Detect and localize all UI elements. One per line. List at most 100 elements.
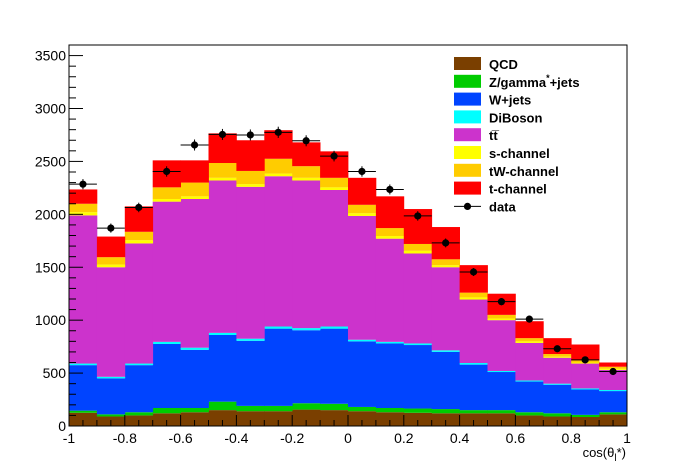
bar-t-channel-1 (96, 236, 126, 258)
bar-diboson-3 (152, 341, 181, 344)
bar-w-jets-3 (152, 343, 181, 409)
bar-diboson-11 (375, 341, 405, 344)
bar-tw-channel-9 (320, 177, 349, 188)
data-point-13 (442, 239, 450, 247)
data-layer (69, 126, 627, 376)
bar-w-jets-2 (124, 365, 154, 413)
bar-z-gamma-jets-1 (96, 414, 126, 417)
y-tick-label-0: 0 (58, 418, 66, 434)
bar-tt--7 (264, 176, 293, 327)
bar-z-gamma-jets-19 (599, 412, 628, 415)
y-tick-label-4: 2000 (35, 206, 66, 222)
bar-tt--11 (375, 238, 405, 342)
bar-diboson-7 (264, 326, 293, 329)
bar-s-channel-17 (543, 356, 572, 358)
bar-tt--5 (208, 180, 237, 333)
legend-label-3: DiBoson (489, 110, 543, 125)
y-tick-label-6: 3000 (35, 101, 66, 117)
bar-w-jets-10 (348, 341, 377, 407)
bar-s-channel-11 (375, 236, 405, 239)
bar-z-gamma-jets-2 (124, 412, 154, 416)
bar-diboson-4 (180, 347, 209, 350)
bar-qcd-4 (180, 412, 209, 426)
bar-tt--19 (599, 369, 628, 391)
bar-z-gamma-jets-12 (403, 408, 433, 413)
bar-w-jets-13 (431, 351, 460, 410)
bar-z-gamma-jets-7 (264, 405, 293, 412)
bar-z-gamma-jets-18 (571, 414, 600, 418)
bar-w-jets-0 (69, 365, 98, 411)
bar-z-gamma-jets-9 (320, 403, 349, 411)
bar-t-channel-11 (375, 196, 405, 229)
legend-label-7: t-channel (489, 182, 547, 197)
x-tick-label-3: -0.4 (224, 430, 248, 446)
data-point-15 (497, 298, 506, 306)
legend-label-4: tt̅ (489, 128, 499, 143)
bar-tt--9 (320, 189, 349, 327)
data-point-5 (218, 130, 227, 139)
x-tick-label-9: 0.8 (561, 430, 581, 446)
bar-diboson-16 (515, 380, 544, 382)
bar-s-channel-6 (236, 184, 265, 187)
bar-tw-channel-13 (431, 259, 460, 266)
bar-diboson-15 (487, 370, 516, 373)
bar-qcd-5 (208, 410, 237, 426)
legend-label-superscript: * (546, 73, 550, 83)
bar-s-channel-0 (69, 212, 98, 216)
y-tick-label-3: 1500 (35, 259, 66, 275)
bar-z-gamma-jets-16 (515, 412, 544, 416)
data-point-19 (609, 367, 617, 376)
bar-tw-channel-3 (152, 187, 181, 199)
bar-diboson-2 (124, 363, 154, 366)
data-point-10 (358, 167, 366, 176)
bar-w-jets-6 (236, 340, 265, 406)
bar-s-channel-1 (96, 264, 126, 268)
bar-w-jets-14 (459, 364, 488, 411)
data-point-0 (79, 180, 87, 188)
bar-tw-channel-0 (69, 203, 98, 213)
bar-diboson-5 (208, 332, 237, 335)
bar-w-jets-11 (375, 343, 405, 409)
bar-tt--12 (403, 253, 433, 344)
bar-z-gamma-jets-11 (375, 408, 405, 413)
legend-swatch-5 (454, 146, 481, 159)
bar-diboson-13 (431, 350, 460, 352)
bar-tw-channel-10 (348, 204, 377, 214)
legend-swatch-6 (454, 163, 481, 177)
x-tick-label-1: -0.8 (113, 430, 137, 446)
bar-tt--2 (124, 243, 154, 364)
bar-s-channel-15 (487, 318, 516, 321)
bar-tt--13 (431, 267, 460, 351)
bar-tt--1 (96, 267, 126, 377)
bar-tt--16 (515, 342, 544, 381)
legend-marker-dot (463, 202, 472, 210)
bar-qcd-9 (320, 410, 349, 426)
bar-t-channel-10 (348, 177, 377, 205)
bar-z-gamma-jets-5 (208, 401, 237, 411)
x-tick-label-6: 0.2 (394, 430, 414, 446)
bar-s-channel-3 (152, 198, 181, 202)
bar-tw-channel-5 (208, 163, 237, 178)
bar-tt--15 (487, 320, 516, 371)
bar-tw-channel-1 (96, 257, 126, 265)
legend-label-5: s-channel (489, 146, 550, 161)
bar-t-channel-16 (515, 321, 544, 339)
legend-label-6: tW-channel (489, 164, 559, 179)
bar-s-channel-9 (320, 187, 349, 190)
data-point-18 (581, 356, 589, 364)
bar-tw-channel-11 (375, 228, 405, 237)
bar-s-channel-16 (515, 341, 544, 343)
data-point-9 (330, 152, 338, 160)
bar-w-jets-15 (487, 372, 516, 411)
bar-z-gamma-jets-15 (487, 410, 516, 414)
x-axis-title-tail: *) (617, 445, 626, 460)
bar-tw-channel-6 (236, 170, 265, 185)
bar-w-jets-4 (180, 349, 209, 409)
bar-qcd-8 (292, 409, 321, 426)
bar-s-channel-10 (348, 213, 377, 216)
x-tick-label-8: 0.6 (506, 430, 526, 446)
bar-qcd-10 (348, 411, 377, 426)
bar-z-gamma-jets-3 (152, 408, 181, 414)
legend-swatch-3 (454, 110, 481, 124)
